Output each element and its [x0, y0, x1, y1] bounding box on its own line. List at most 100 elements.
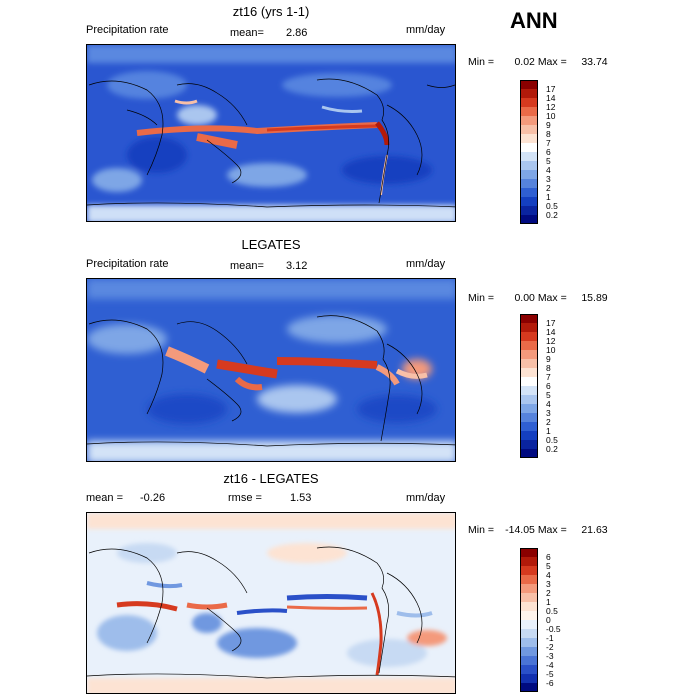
colorbar-swatch	[520, 80, 538, 89]
colorbar-tick-label: 0.2	[546, 209, 558, 220]
colorbar-tick-label: 5	[546, 155, 551, 166]
colorbar-tick-label: -4	[546, 659, 554, 670]
colorbar-swatch	[520, 611, 538, 620]
colorbar-swatch	[520, 377, 538, 386]
colorbar-swatch	[520, 116, 538, 125]
colorbar-swatch	[520, 89, 538, 98]
colorbar-tick-label: 4	[546, 398, 551, 409]
colorbar-swatch	[520, 593, 538, 602]
colorbar-tick-label: 3	[546, 407, 551, 418]
panel1-colorbar	[520, 80, 538, 224]
colorbar-swatch	[520, 323, 538, 332]
colorbar-swatch	[520, 629, 538, 638]
panel3-min-value: -14.05	[505, 524, 535, 536]
panel2-minmax: Min = 0.00 Max = 15.89	[468, 292, 608, 304]
colorbar-tick-label: 12	[546, 101, 556, 112]
panel1-max-value: 33.74	[581, 56, 608, 68]
colorbar-swatch	[520, 134, 538, 143]
colorbar-swatch	[520, 404, 538, 413]
colorbar-tick-label: 2	[546, 416, 551, 427]
colorbar-tick-label: 9	[546, 119, 551, 130]
panel2-mean-value: 3.12	[286, 260, 308, 272]
panel2-max-value: 15.89	[581, 292, 608, 304]
season-label: ANN	[510, 8, 558, 33]
panel1-min-label: Min =	[468, 56, 494, 68]
colorbar-tick-label: 6	[546, 146, 551, 157]
colorbar-tick-label: 14	[546, 326, 556, 337]
colorbar-tick-label: 6	[546, 380, 551, 391]
panel3-map	[86, 512, 456, 694]
colorbar-swatch	[520, 125, 538, 134]
colorbar-tick-label: 8	[546, 128, 551, 139]
panel3-minmax: Min = -14.05 Max = 21.63	[468, 524, 608, 536]
colorbar-tick-label: 0.5	[546, 434, 558, 445]
panel3-rmse-label: rmse =	[228, 492, 262, 504]
colorbar-tick-label: 0	[546, 614, 551, 625]
colorbar-swatch	[520, 170, 538, 179]
colorbar-tick-label: 4	[546, 569, 551, 580]
panel1-mean-value: 2.86	[286, 27, 308, 39]
colorbar-swatch	[520, 386, 538, 395]
colorbar-tick-label: 2	[546, 182, 551, 193]
colorbar-swatch	[520, 332, 538, 341]
colorbar-tick-label: 7	[546, 137, 551, 148]
colorbar-tick-label: 1	[546, 425, 551, 436]
colorbar-swatch	[520, 395, 538, 404]
colorbar-swatch	[520, 602, 538, 611]
colorbar-swatch	[520, 413, 538, 422]
panel3-max-value: 21.63	[581, 524, 608, 536]
colorbar-swatch	[520, 422, 538, 431]
colorbar-swatch	[520, 566, 538, 575]
colorbar-swatch	[520, 548, 538, 557]
panel1-title: zt16 (yrs 1-1)	[232, 4, 310, 19]
panel2-mean-label: mean=	[230, 260, 264, 272]
colorbar-tick-label: 3	[546, 173, 551, 184]
colorbar-tick-label: 17	[546, 83, 556, 94]
colorbar-swatch	[520, 179, 538, 188]
panel1-min-value: 0.02	[514, 56, 535, 68]
panel2-units: mm/day	[406, 258, 446, 270]
panel2-max-label: Max =	[537, 292, 567, 304]
panel2-min-label: Min =	[468, 292, 494, 304]
colorbar-tick-label: 1	[546, 596, 551, 607]
panel1-max-label: Max =	[537, 56, 567, 68]
colorbar-tick-label: 7	[546, 371, 551, 382]
colorbar-tick-label: -1	[546, 632, 554, 643]
panel2-map	[86, 278, 456, 462]
colorbar-tick-label: 2	[546, 587, 551, 598]
colorbar-swatch	[520, 350, 538, 359]
panel3-mean-label: mean =	[86, 492, 123, 504]
colorbar-swatch	[520, 584, 538, 593]
panel3-title: zt16 - LEGATES	[223, 471, 319, 486]
panel1-units: mm/day	[406, 24, 446, 36]
colorbar-tick-label: 17	[546, 317, 556, 328]
colorbar-swatch	[520, 647, 538, 656]
colorbar-swatch	[520, 665, 538, 674]
colorbar-swatch	[520, 440, 538, 449]
panel2-title: LEGATES	[241, 237, 301, 252]
panel3-max-label: Max =	[537, 524, 567, 536]
panel2-min-value: 0.00	[514, 292, 535, 304]
colorbar-tick-label: 14	[546, 92, 556, 103]
panel3-min-label: Min =	[468, 524, 494, 536]
colorbar-swatch	[520, 98, 538, 107]
colorbar-swatch	[520, 359, 538, 368]
panel2-field-label: Precipitation rate	[86, 258, 169, 270]
colorbar-swatch	[520, 152, 538, 161]
colorbar-tick-label: -6	[546, 677, 554, 688]
panel1-mean-label: mean=	[230, 27, 264, 39]
colorbar-swatch	[520, 107, 538, 116]
panel3-rmse-value: 1.53	[290, 492, 312, 504]
colorbar-tick-label: 6	[546, 551, 551, 562]
panel3-colorbar	[520, 548, 538, 692]
colorbar-swatch	[520, 431, 538, 440]
colorbar-tick-label: -2	[546, 641, 554, 652]
colorbar-swatch	[520, 143, 538, 152]
colorbar-swatch	[520, 368, 538, 377]
colorbar-tick-label: 10	[546, 110, 556, 121]
colorbar-swatch	[520, 341, 538, 350]
colorbar-swatch	[520, 188, 538, 197]
panel1-field-label: Precipitation rate	[86, 24, 169, 36]
colorbar-tick-label: -5	[546, 668, 554, 679]
panel1-minmax: Min = 0.02 Max = 33.74	[468, 56, 608, 68]
